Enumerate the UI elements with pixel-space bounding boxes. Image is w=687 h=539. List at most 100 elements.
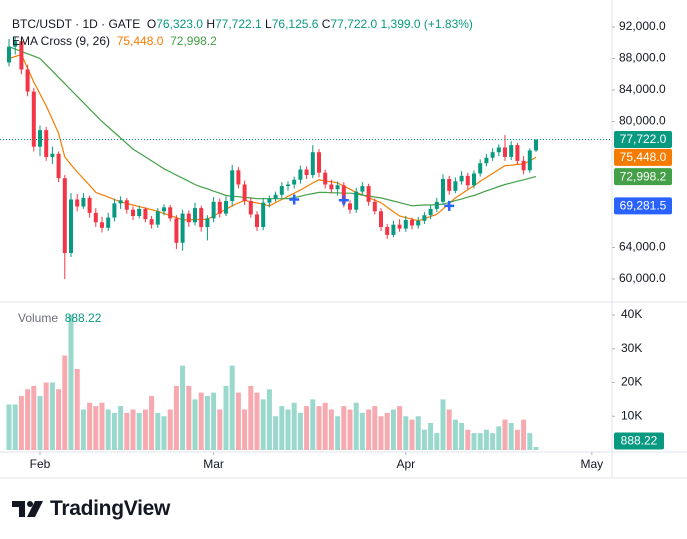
candle-body <box>397 224 402 229</box>
y-tick-label: 80,000.0 <box>619 114 666 128</box>
volume-bar <box>155 412 161 450</box>
indicator-title[interactable]: Volume <box>18 311 59 325</box>
ema-fast-value: 75,448.0 <box>116 34 164 48</box>
candle-body <box>335 185 340 190</box>
volume-bar <box>118 406 124 450</box>
change: 1,399.0 (+1.83%) <box>380 17 473 31</box>
candle-body <box>50 153 55 157</box>
volume-legend: Volume 888.22 <box>18 310 101 326</box>
y-tick-label: 64,000.0 <box>619 240 666 254</box>
volume-bar <box>297 412 303 450</box>
brand-logo[interactable]: TradingView <box>12 497 170 521</box>
volume-bar <box>192 399 198 450</box>
volume-bar <box>347 409 353 450</box>
volume-bar <box>490 433 496 450</box>
ema-legend: EMA Cross (9, 26) 75,448.0 72,998.2 <box>12 33 217 49</box>
candle-body <box>527 150 532 171</box>
volume-bar <box>279 406 285 450</box>
candle-body <box>56 153 61 179</box>
volume-bar <box>421 429 427 450</box>
volume-bar <box>322 402 328 450</box>
indicator-title[interactable]: EMA Cross (9, 26) <box>12 34 111 48</box>
candle-body <box>317 152 321 173</box>
candle-body <box>168 207 173 219</box>
candle-body <box>217 201 222 214</box>
candle-body <box>31 91 36 147</box>
volume-bar <box>254 392 260 450</box>
candle-body <box>205 218 210 228</box>
candle-body <box>193 208 197 223</box>
volume-bar <box>180 365 186 450</box>
candle-body <box>162 207 166 212</box>
symbol[interactable]: BTC/USDT · 1D · GATE <box>12 17 141 31</box>
price-pane <box>0 36 612 279</box>
candle-body <box>329 184 334 190</box>
x-tick-label: Apr <box>396 457 415 471</box>
volume-bar <box>136 412 142 450</box>
volume-bar <box>68 315 74 450</box>
volume-bar <box>211 392 217 450</box>
volume-bar <box>496 426 502 450</box>
volume-bar <box>366 409 372 450</box>
volume-value: 888.22 <box>64 311 102 325</box>
brand-name: TradingView <box>50 497 171 520</box>
candle-body <box>403 219 408 229</box>
volume-bar <box>87 402 93 450</box>
volume-pane <box>6 315 539 450</box>
candle-body <box>434 201 439 209</box>
volume-bar <box>105 409 111 450</box>
price-tag-label: 75,448.0 <box>620 150 667 164</box>
volume-bar <box>434 433 440 450</box>
candle-body <box>447 178 452 191</box>
candle-body <box>75 199 80 207</box>
volume-bar <box>142 409 148 450</box>
volume-bar <box>273 416 279 450</box>
volume-bar <box>353 402 359 450</box>
volume-bar <box>111 412 117 450</box>
candle-body <box>25 69 30 92</box>
ohlc-value: 76,323.0 <box>156 17 203 31</box>
volume-bar <box>477 433 483 450</box>
candle-body <box>472 173 476 186</box>
volume-bar <box>471 433 477 450</box>
candle-body <box>391 224 396 235</box>
volume-bar <box>49 382 55 450</box>
candle-body <box>279 186 284 195</box>
candle-body <box>509 145 514 157</box>
volume-bar <box>186 385 192 450</box>
volume-bar <box>173 385 179 450</box>
candle-body <box>224 201 228 214</box>
candle-body <box>360 186 365 192</box>
volume-bar <box>508 423 514 450</box>
cross-marker <box>444 200 455 211</box>
volume-bar <box>446 409 452 450</box>
x-tick-label: Feb <box>30 457 51 471</box>
axes: 60,000.0 64,000.0 80,000.0 84,000.0 88,000.0… <box>30 19 672 471</box>
cross-marker <box>338 195 349 206</box>
volume-bar <box>521 419 527 450</box>
y-tick-label: 92,000.0 <box>619 19 666 33</box>
candle-body <box>453 181 458 191</box>
volume-bar <box>514 429 520 450</box>
volume-bar <box>149 396 155 450</box>
volume-bar <box>204 396 210 450</box>
ohlc-value: 77,722.0 <box>330 17 378 31</box>
ohlc-values: O76,323.0 H77,722.1 L76,125.6 C77,722.0 <box>147 17 381 31</box>
candle-body <box>38 130 42 147</box>
candle-body <box>484 157 489 164</box>
volume-bar <box>527 433 533 450</box>
candle-body <box>131 209 135 216</box>
volume-bar <box>415 416 421 450</box>
candle-body <box>118 200 123 204</box>
volume-bar <box>130 409 136 450</box>
volume-bar <box>266 389 272 450</box>
volume-tick-label: 40K <box>621 307 642 321</box>
candle-body <box>304 169 309 176</box>
volume-bar <box>397 406 403 450</box>
candle-body <box>416 220 421 226</box>
volume-bar <box>409 419 415 450</box>
ohlc-key: O <box>146 17 157 31</box>
volume-tick-label: 10K <box>621 408 642 422</box>
x-tick-label: May <box>580 457 603 471</box>
candle-body <box>13 41 18 47</box>
